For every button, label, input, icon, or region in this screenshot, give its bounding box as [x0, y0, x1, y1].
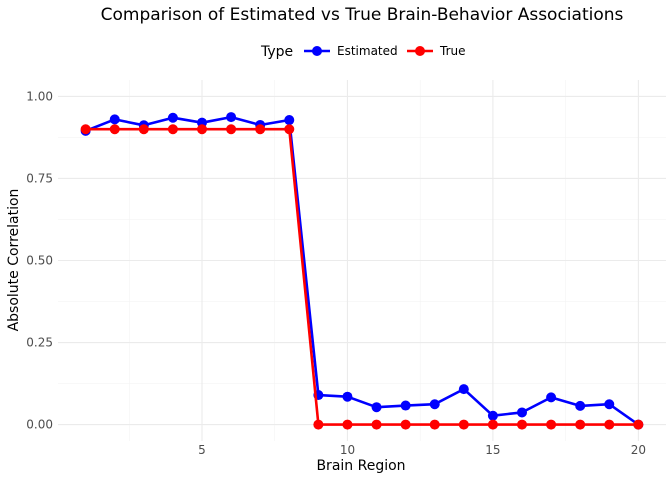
data-point-estimated [546, 392, 557, 403]
plot-grid [58, 80, 666, 441]
y-axis-ticks: 0.00 0.25 0.50 0.75 1.00 [26, 89, 53, 431]
data-point-estimated [604, 399, 615, 410]
data-point-true [167, 124, 178, 135]
legend-key-marker-estimated [312, 46, 322, 56]
plot-series [80, 112, 644, 430]
data-point-true [458, 419, 469, 430]
data-point-true [342, 419, 353, 430]
data-point-estimated [429, 399, 440, 410]
series-line-true [85, 127, 639, 426]
x-tick-label: 5 [198, 443, 206, 457]
series-line-estimated [85, 115, 640, 426]
x-tick-label: 10 [340, 443, 355, 457]
data-point-estimated [167, 112, 178, 123]
data-point-true [284, 124, 295, 135]
data-point-estimated [342, 391, 353, 402]
data-point-estimated [226, 112, 237, 123]
data-point-estimated [458, 384, 469, 395]
y-tick-label: 0.50 [26, 254, 53, 268]
x-tick-label: 20 [631, 443, 646, 457]
x-tick-label: 15 [485, 443, 500, 457]
data-point-true [109, 124, 120, 135]
data-point-estimated [517, 407, 527, 418]
data-point-true [575, 419, 586, 430]
y-tick-label: 1.00 [26, 89, 53, 103]
legend-key-marker-true [415, 46, 425, 56]
data-point-estimated [371, 402, 382, 413]
y-tick-label: 0.00 [26, 418, 53, 432]
legend-item-true: True [407, 44, 466, 58]
data-point-true [633, 419, 644, 430]
data-point-true [226, 124, 237, 135]
data-point-true [546, 419, 557, 430]
x-axis-ticks: 5 10 15 20 [198, 443, 646, 457]
y-axis-label: Absolute Correlation [6, 189, 22, 332]
data-point-true [255, 124, 266, 135]
data-point-true [313, 419, 324, 430]
legend-label-estimated: Estimated [337, 44, 398, 58]
data-point-estimated [487, 410, 498, 421]
legend-label-true: True [439, 44, 466, 58]
y-tick-label: 0.75 [26, 171, 53, 185]
data-point-true [80, 124, 91, 135]
chart-title: Comparison of Estimated vs True Brain-Be… [101, 5, 624, 25]
data-point-true [371, 419, 382, 430]
data-point-true [604, 419, 615, 430]
data-point-estimated [284, 115, 295, 126]
data-point-true [197, 124, 207, 135]
data-point-true [429, 419, 440, 430]
legend-title: Type [260, 44, 293, 60]
data-point-true [517, 419, 527, 430]
x-axis-label: Brain Region [316, 458, 405, 474]
data-point-true [400, 419, 411, 430]
legend-item-estimated: Estimated [304, 44, 398, 58]
data-point-true [487, 419, 498, 430]
data-point-estimated [575, 400, 586, 411]
data-point-estimated [109, 114, 120, 125]
data-point-true [138, 124, 149, 135]
y-tick-label: 0.25 [26, 336, 53, 350]
data-point-estimated [400, 400, 411, 411]
legend: Type Estimated True [260, 44, 466, 60]
